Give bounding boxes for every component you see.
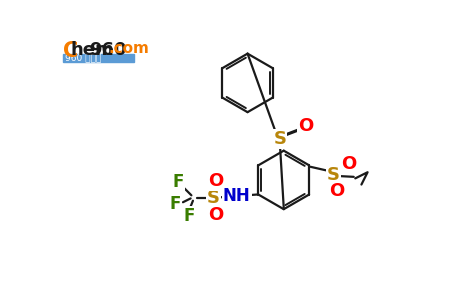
Text: O: O (341, 155, 357, 173)
Text: O: O (208, 206, 223, 224)
Text: 960: 960 (89, 41, 127, 59)
Text: NH: NH (223, 187, 251, 205)
Text: F: F (173, 173, 184, 191)
Text: C: C (63, 41, 78, 61)
Text: O: O (329, 183, 345, 200)
Text: F: F (170, 195, 181, 213)
Bar (63, 54, 134, 62)
Text: O: O (298, 117, 313, 135)
Text: S: S (327, 166, 340, 183)
Text: O: O (208, 172, 223, 190)
Text: hem: hem (71, 41, 114, 59)
Text: 960 化工网: 960 化工网 (65, 53, 101, 62)
Text: F: F (183, 207, 195, 225)
Text: .com: .com (108, 41, 149, 56)
Text: S: S (207, 189, 220, 207)
Text: S: S (273, 130, 286, 148)
